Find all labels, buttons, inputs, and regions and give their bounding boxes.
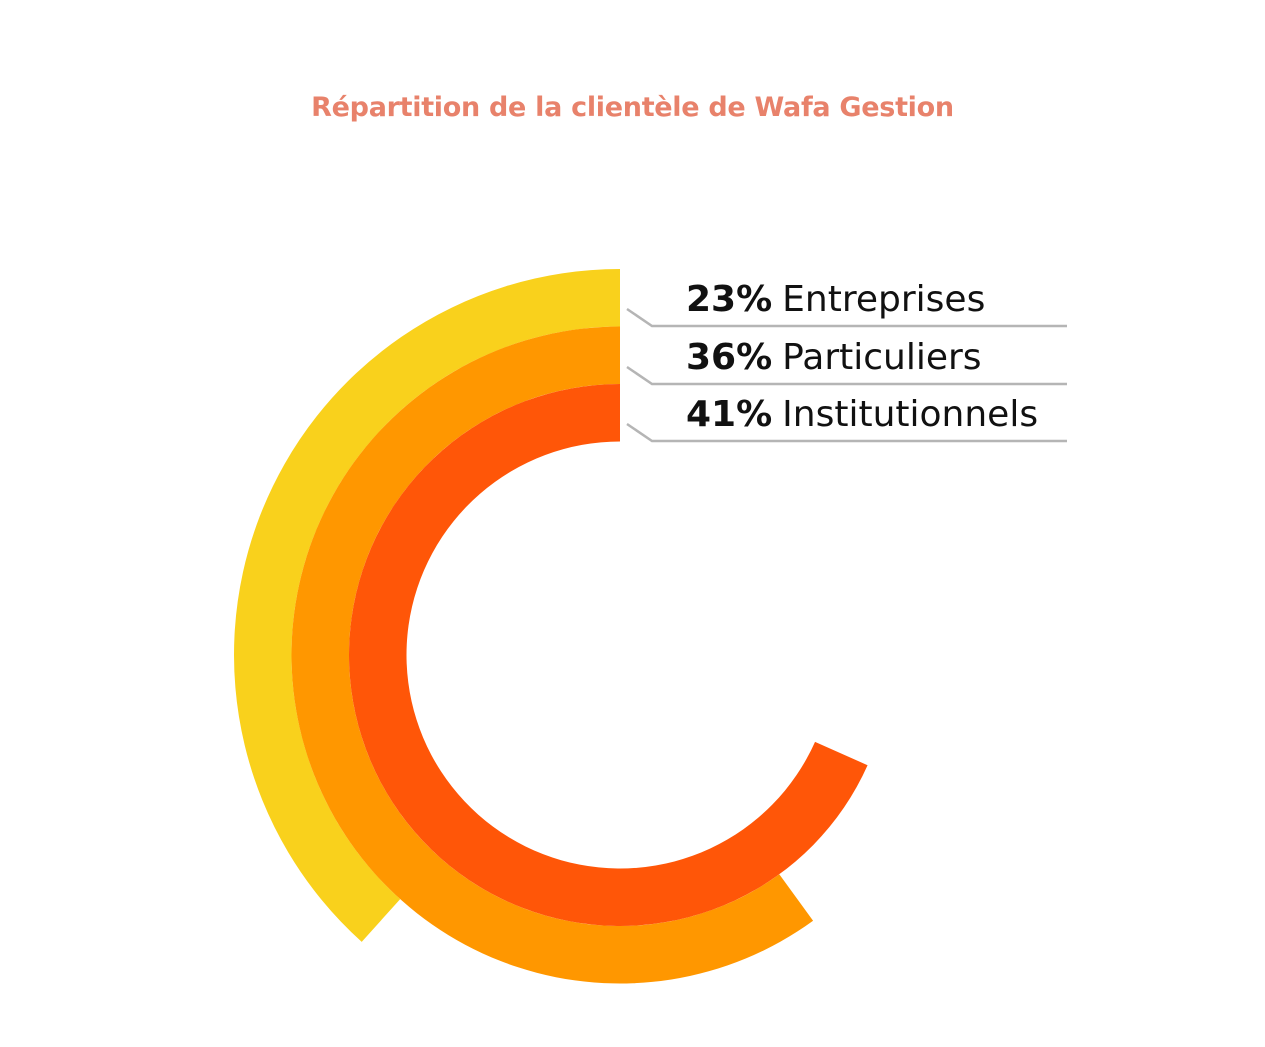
legend-percent: 36%: [686, 337, 772, 378]
leader-line-particuliers: [626, 365, 1067, 386]
leader-line-institutionnels: [626, 422, 1067, 443]
legend-label: Particuliers: [782, 337, 981, 378]
ring-institutionnels: [348, 383, 868, 926]
legend-percent: 41%: [686, 394, 772, 435]
legend-percent: 23%: [686, 279, 772, 320]
legend-label: Entreprises: [782, 279, 985, 320]
ring-particuliers: [291, 326, 814, 984]
legend-item-institutionnels: 41% Institutionnels: [686, 394, 1038, 435]
leader-line-entreprises: [626, 307, 1067, 328]
legend-item-entreprises: 23% Entreprises: [686, 279, 985, 320]
legend-item-particuliers: 36% Particuliers: [686, 337, 982, 378]
ring-entreprises: [234, 269, 620, 942]
ring-group: [234, 269, 868, 984]
chart-title: Répartition de la clientèle de Wafa Gest…: [311, 92, 954, 123]
legend-label: Institutionnels: [782, 394, 1038, 435]
